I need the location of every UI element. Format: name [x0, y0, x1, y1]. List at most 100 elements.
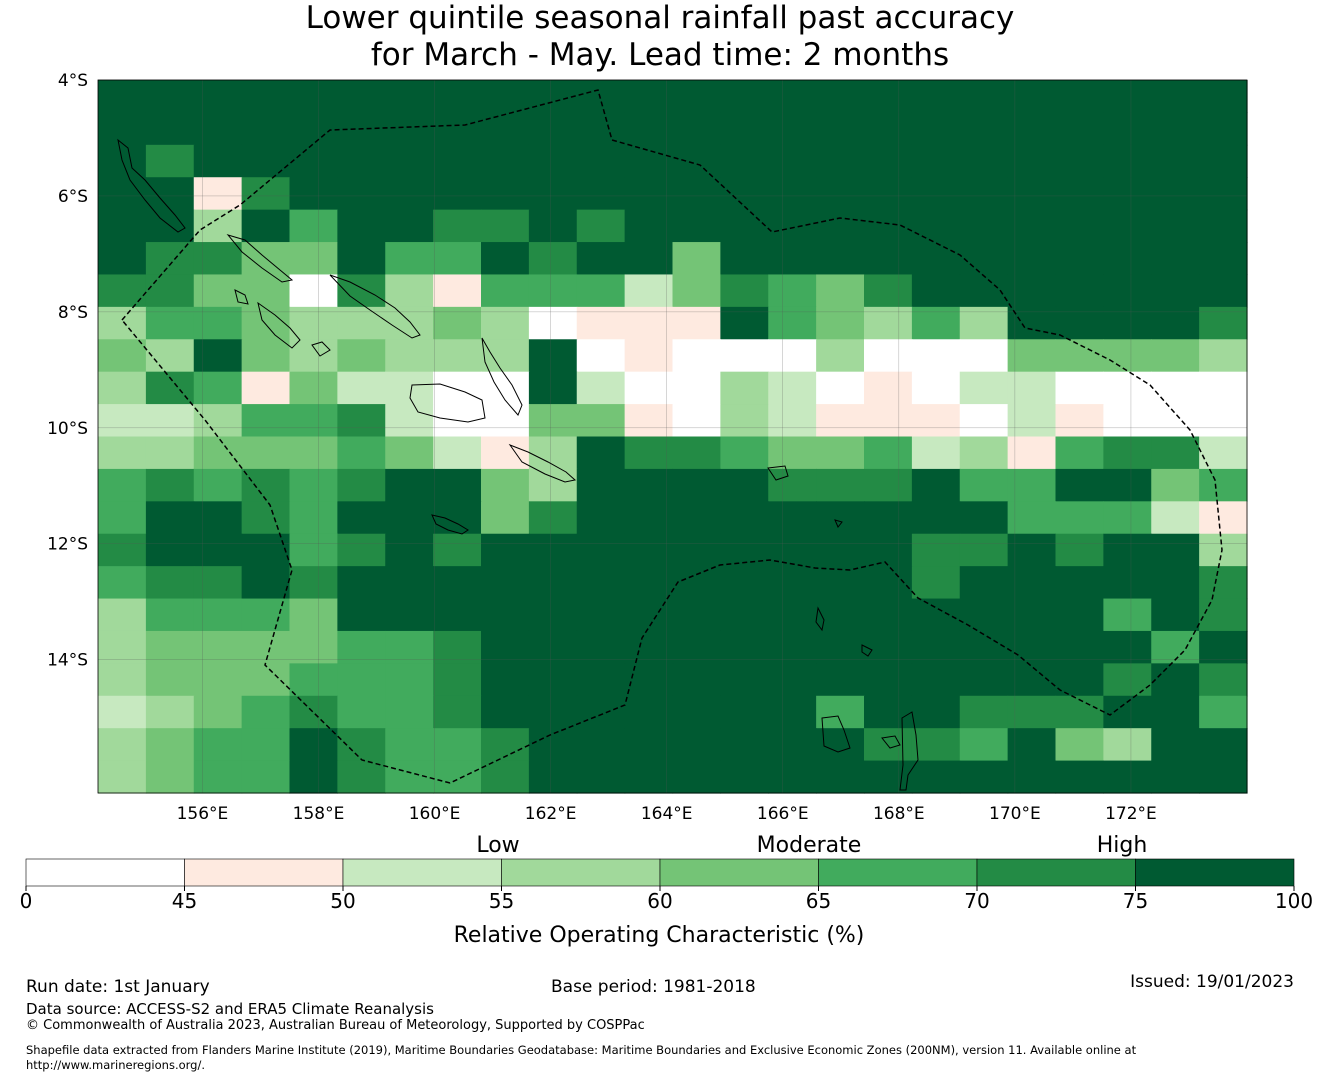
- grid-cell: [528, 533, 578, 567]
- grid-cell: [385, 404, 434, 438]
- grid-cell: [720, 598, 769, 632]
- grid-cell: [720, 663, 769, 697]
- grid-cell: [385, 695, 434, 729]
- grid-cell: [337, 80, 386, 114]
- grid-cell: [911, 177, 961, 211]
- grid-cell: [145, 306, 195, 340]
- grid-cell: [145, 728, 195, 762]
- grid-cell: [241, 371, 291, 405]
- grid-cell: [864, 468, 913, 502]
- grid-cell: [193, 209, 243, 243]
- grid-cell: [528, 112, 578, 146]
- grid-cell: [1199, 598, 1248, 632]
- grid-cell: [576, 274, 626, 308]
- grid-cell: [193, 144, 243, 178]
- grid-cell: [1103, 177, 1152, 211]
- grid-cell: [98, 339, 147, 373]
- grid-cell: [193, 760, 243, 794]
- grid-cell: [624, 371, 674, 405]
- grid-cell: [1103, 663, 1152, 697]
- grid-cell: [1007, 177, 1057, 211]
- grid-cell: [98, 177, 147, 211]
- grid-cell: [1151, 306, 1200, 340]
- island-banks: [815, 606, 825, 632]
- grid-cell: [768, 242, 817, 276]
- grid-cell: [1151, 663, 1200, 697]
- grid-cell: [433, 306, 482, 340]
- grid-cell: [911, 728, 961, 762]
- island-santa-cruz: [767, 465, 789, 481]
- grid-cell: [385, 663, 434, 697]
- grid-cell: [959, 209, 1009, 243]
- grid-cell: [98, 468, 147, 502]
- grid-cell: [98, 760, 147, 794]
- title-line-1: Lower quintile seasonal rainfall past ac…: [305, 0, 1015, 36]
- grid-cell: [481, 404, 530, 438]
- grid-cell: [433, 80, 482, 114]
- grid-cell: [433, 371, 482, 405]
- grid-cell: [337, 566, 386, 600]
- grid-cell: [385, 144, 434, 178]
- grid-cell: [1199, 177, 1248, 211]
- grid-cell: [1151, 209, 1200, 243]
- grid-cell: [672, 566, 721, 600]
- grid-cell: [768, 436, 817, 470]
- grid-cell: [1199, 80, 1248, 114]
- colorbar-tick-label: 70: [964, 889, 989, 913]
- grid-cell: [816, 630, 865, 664]
- grid-cell: [672, 728, 721, 762]
- grid-cell: [720, 728, 769, 762]
- grid-cell: [959, 728, 1009, 762]
- island-small-2: [311, 341, 331, 357]
- grid-cell: [337, 728, 386, 762]
- grid-cell: [241, 468, 291, 502]
- grid-cell: [289, 177, 338, 211]
- grid-cell: [433, 468, 482, 502]
- grid-cell: [1055, 371, 1104, 405]
- grid-cell: [1103, 630, 1152, 664]
- grid-cell: [98, 663, 147, 697]
- grid-cell: [576, 760, 626, 794]
- grid-cell: [720, 760, 769, 794]
- grid-cell: [433, 566, 482, 600]
- grid-cell: [1199, 339, 1248, 373]
- grid-cell: [768, 112, 817, 146]
- grid-cell: [385, 598, 434, 632]
- grid-cell: [98, 274, 147, 308]
- grid-cell: [241, 306, 291, 340]
- grid-cell: [481, 371, 530, 405]
- grid-cell: [816, 404, 865, 438]
- island-efate: [899, 711, 919, 791]
- shapefile-credit: Shapefile data extracted from Flanders M…: [26, 1043, 1306, 1073]
- grid-cell: [1199, 242, 1248, 276]
- grid-cell: [864, 728, 913, 762]
- grid-cell: [1151, 371, 1200, 405]
- grid-cell: [528, 177, 578, 211]
- grid-cell: [816, 371, 865, 405]
- grid-cell: [768, 144, 817, 178]
- grid-cell: [1055, 404, 1104, 438]
- grid-cell: [337, 630, 386, 664]
- grid-cell: [768, 566, 817, 600]
- grid-cell: [98, 112, 147, 146]
- grid-cell: [1199, 436, 1248, 470]
- grid-cell: [1055, 728, 1104, 762]
- grid-cell: [433, 177, 482, 211]
- longitude-label: 158°E: [293, 804, 345, 824]
- grid-cell: [864, 242, 913, 276]
- grid-cell: [1151, 242, 1200, 276]
- grid-cell: [864, 501, 913, 535]
- grid-cell: [241, 728, 291, 762]
- grid-cell: [433, 112, 482, 146]
- grid-cell: [193, 177, 243, 211]
- grid-cell: [864, 566, 913, 600]
- issued-date: Issued: 19/01/2023: [1130, 972, 1294, 992]
- grid-cell: [864, 663, 913, 697]
- grid-cell: [576, 695, 626, 729]
- grid-cell: [1103, 728, 1152, 762]
- grid-cell: [624, 242, 674, 276]
- grid-cell: [289, 144, 338, 178]
- colorbar-tick-label: 75: [1123, 889, 1148, 913]
- grid-cell: [193, 112, 243, 146]
- grid-cell: [672, 144, 721, 178]
